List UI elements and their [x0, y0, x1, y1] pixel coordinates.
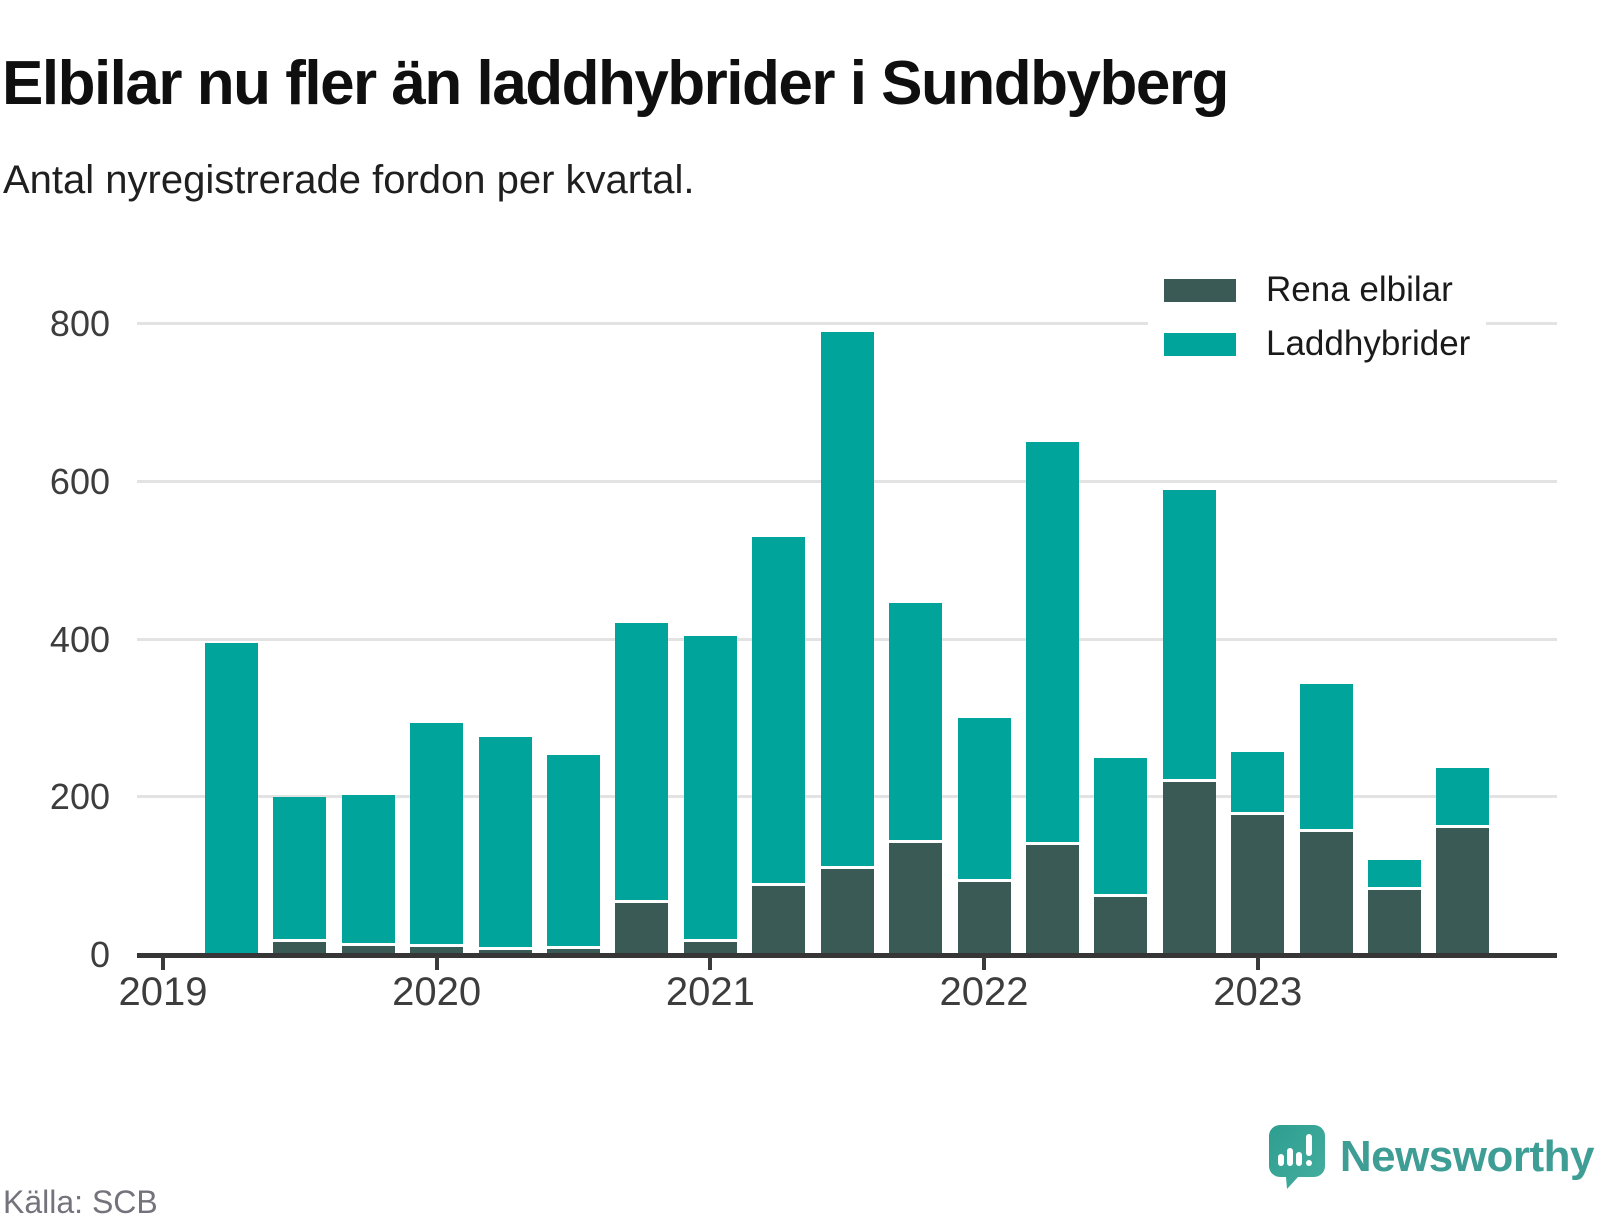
bar-q4-2021 — [889, 603, 943, 955]
segment-laddhybrider — [204, 643, 258, 955]
legend-swatch-rena-elbilar — [1164, 278, 1236, 302]
bar-q3-2023 — [1368, 859, 1422, 955]
source-note: Källa: SCB — [3, 1184, 158, 1220]
segment-laddhybrider — [410, 723, 464, 945]
bar-q4-2020 — [615, 622, 669, 955]
segment-laddhybrider — [683, 636, 737, 939]
segment-laddhybrider — [957, 718, 1011, 880]
segment-rena-elbilar — [1299, 831, 1353, 955]
legend-label: Rena elbilar — [1266, 270, 1453, 309]
bar-q1-2020 — [410, 723, 464, 955]
bar-q3-2020 — [547, 754, 601, 955]
segment-rena-elbilar — [547, 948, 601, 955]
segment-laddhybrider — [1299, 683, 1353, 829]
bar-q4-2019 — [341, 794, 395, 955]
bar-q1-2023 — [1231, 752, 1285, 955]
segment-rena-elbilar — [1368, 890, 1422, 955]
legend-swatch-laddhybrider — [1164, 332, 1236, 356]
legend-label: Laddhybrider — [1266, 324, 1471, 363]
x-axis-label-2021: 2021 — [665, 970, 755, 1014]
bar-q4-2023 — [1436, 768, 1490, 955]
x-axis-tick-2023 — [1255, 956, 1260, 970]
bar-q2-2019 — [204, 643, 258, 955]
segment-rena-elbilar — [341, 946, 395, 955]
segment-rena-elbilar — [615, 902, 669, 955]
segment-rena-elbilar — [1231, 814, 1285, 955]
bar-q2-2022 — [1025, 442, 1079, 955]
legend-item-laddhybrider: Laddhybrider — [1164, 322, 1470, 366]
segment-laddhybrider — [1368, 859, 1422, 888]
segment-rena-elbilar — [1162, 782, 1216, 955]
bar-q3-2019 — [273, 797, 327, 955]
bar-q1-2021 — [683, 636, 737, 955]
y-axis-label-600: 600 — [49, 460, 110, 502]
page-title: Elbilar nu fler än laddhybrider i Sundby… — [2, 48, 1229, 118]
segment-rena-elbilar — [683, 941, 737, 955]
legend-item-rena-elbilar: Rena elbilar — [1164, 268, 1470, 312]
brand-footer: Newsworthy — [1268, 1124, 1595, 1190]
segment-laddhybrider — [752, 536, 806, 883]
brand-name: Newsworthy — [1339, 1132, 1595, 1181]
segment-laddhybrider — [478, 736, 532, 948]
x-axis-line — [137, 953, 1557, 958]
segment-laddhybrider — [341, 794, 395, 944]
y-axis-label-200: 200 — [49, 776, 110, 818]
segment-laddhybrider — [1231, 752, 1285, 812]
segment-laddhybrider — [273, 797, 327, 940]
x-axis-tick-2020 — [434, 956, 439, 970]
segment-rena-elbilar — [957, 882, 1011, 955]
bar-q2-2021 — [752, 536, 806, 955]
segment-laddhybrider — [1094, 757, 1148, 894]
bar-q2-2023 — [1299, 683, 1353, 955]
segment-rena-elbilar — [889, 843, 943, 955]
y-axis-label-800: 800 — [49, 303, 110, 344]
gridline-800 — [137, 322, 1557, 325]
x-axis-tick-2019 — [161, 956, 165, 970]
segment-rena-elbilar — [820, 869, 874, 955]
y-axis-label-400: 400 — [49, 618, 110, 660]
segment-rena-elbilar — [752, 885, 806, 955]
bar-q1-2022 — [957, 718, 1011, 955]
segment-rena-elbilar — [410, 947, 464, 955]
bar-q2-2020 — [478, 736, 532, 955]
segment-rena-elbilar — [1094, 896, 1148, 955]
segment-rena-elbilar — [1025, 844, 1079, 955]
segment-laddhybrider — [1025, 442, 1079, 842]
segment-laddhybrider — [889, 603, 943, 840]
chart-legend: Rena elbilar Laddhybrider — [1148, 258, 1487, 378]
plot-area — [137, 310, 1557, 955]
segment-rena-elbilar — [478, 950, 532, 955]
bar-q3-2022 — [1094, 757, 1148, 955]
segment-laddhybrider — [820, 331, 874, 867]
segment-laddhybrider — [1162, 490, 1216, 780]
chart-subtitle: Antal nyregistrerade fordon per kvartal. — [3, 158, 695, 202]
bar-q3-2021 — [820, 331, 874, 955]
segment-rena-elbilar — [273, 942, 327, 955]
x-axis-label-2019: 2019 — [118, 970, 208, 1014]
x-axis-label-2022: 2022 — [939, 970, 1029, 1014]
segment-rena-elbilar — [1436, 828, 1490, 955]
x-axis-tick-2021 — [708, 956, 713, 970]
bar-q4-2022 — [1162, 490, 1216, 955]
x-axis-label-2023: 2023 — [1213, 970, 1303, 1014]
segment-laddhybrider — [1436, 768, 1490, 826]
segment-laddhybrider — [547, 754, 601, 946]
x-axis-label-2020: 2020 — [392, 970, 482, 1014]
segment-laddhybrider — [615, 622, 669, 900]
y-axis-label-0: 0 — [89, 934, 110, 975]
newsworthy-logo-icon — [1268, 1124, 1326, 1190]
x-axis-tick-2022 — [982, 956, 987, 970]
